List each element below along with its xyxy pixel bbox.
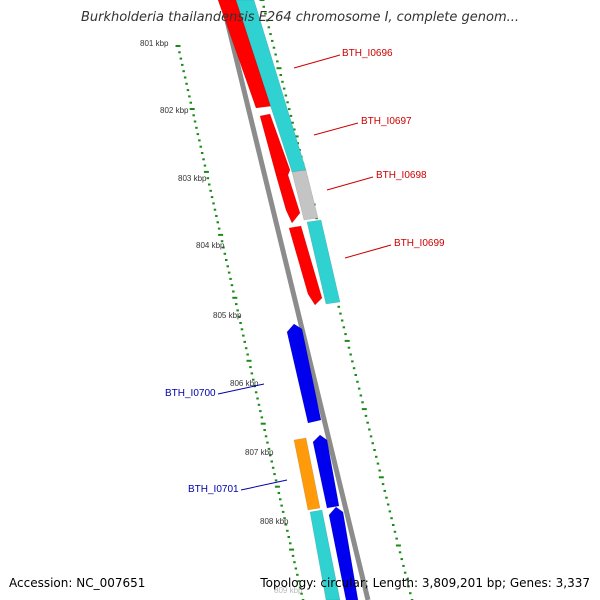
gene-label-BTH_I0696[interactable]: BTH_I0696 [342, 48, 393, 59]
tick-label: 805 kbp [213, 311, 242, 320]
gene-feature-red[interactable] [259, 113, 291, 176]
gene-label-BTH_I0698[interactable]: BTH_I0698 [376, 170, 427, 181]
gene-label-BTH_I0697[interactable]: BTH_I0697 [361, 116, 412, 127]
tick-label: 806 kbp [230, 379, 259, 388]
gene-label-BTH_I0701[interactable]: BTH_I0701 [188, 484, 239, 495]
gene-feature-red[interactable] [288, 225, 323, 306]
label-leaders [217, 54, 392, 491]
tick-label: 804 kbp [196, 241, 225, 250]
map-title: Burkholderia thailandensis E264 chromoso… [80, 10, 520, 25]
gene-feature-blue[interactable] [286, 323, 322, 424]
tick-labels: 801 kbp 802 kbp 803 kbp 804 kbp 805 kbp … [140, 39, 303, 595]
gene-feature-red[interactable] [275, 174, 301, 224]
tick-label: 803 kbp [178, 174, 207, 183]
gene-feature-cyan[interactable] [306, 219, 341, 305]
genome-backbone [219, 0, 371, 600]
gene-feature-blue[interactable] [312, 434, 340, 509]
gene-labels: BTH_I0696 BTH_I0697 BTH_I0698 BTH_I0699 … [165, 48, 445, 495]
gene-feature-blue[interactable] [328, 506, 359, 600]
tick-label: 808 kbp [260, 517, 289, 526]
tick-label: 809 kbp [274, 586, 303, 595]
left-scale-ticks [175, 45, 305, 600]
gene-features[interactable] [217, 0, 359, 600]
accession-text: Accession: NC_007651 [9, 576, 146, 590]
gene-feature-cyan[interactable] [309, 509, 341, 600]
topology-text: Topology: circular; Length: 3,809,201 bp… [260, 576, 590, 590]
gene-label-BTH_I0699[interactable]: BTH_I0699 [394, 238, 445, 249]
tick-label: 802 kbp [160, 106, 189, 115]
gene-label-BTH_I0700[interactable]: BTH_I0700 [165, 388, 216, 399]
gene-feature-orange[interactable] [293, 437, 321, 511]
tick-label: 807 kbp [245, 448, 274, 457]
tick-label: 801 kbp [140, 39, 169, 48]
gene-feature-gray[interactable] [291, 169, 319, 221]
